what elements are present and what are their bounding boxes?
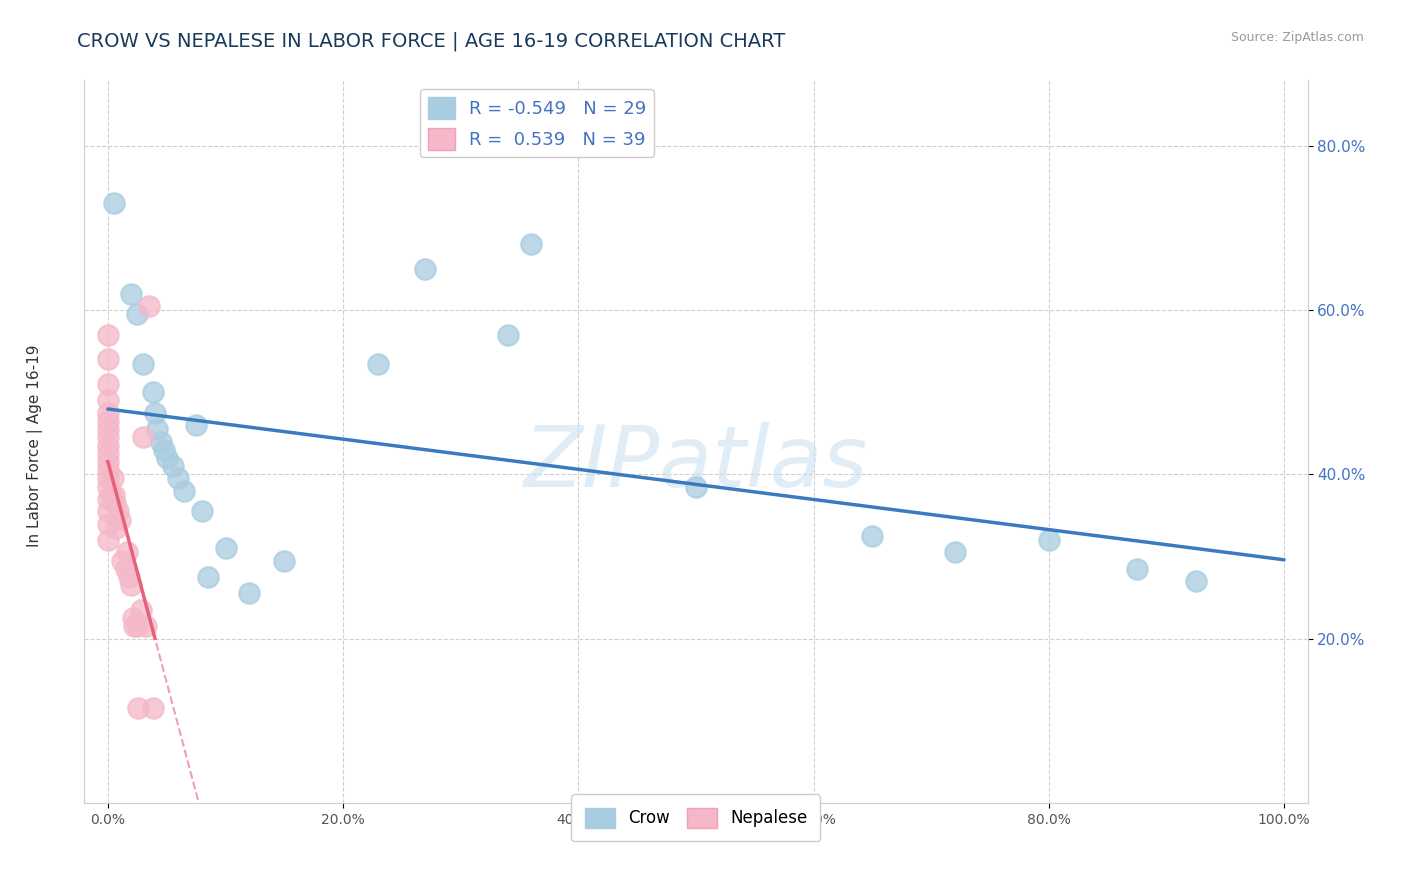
Point [97, 422, 120, 436]
Point [149, 434, 172, 449]
Point [100, 488, 122, 502]
Point [97, 406, 120, 420]
Point [135, 619, 157, 633]
Point [122, 619, 145, 633]
Point [1185, 574, 1208, 588]
Point [97, 327, 120, 342]
Point [127, 619, 149, 633]
Point [367, 357, 389, 371]
Point [97, 533, 120, 547]
Text: CROW VS NEPALESE IN LABOR FORCE | AGE 16-19 CORRELATION CHART: CROW VS NEPALESE IN LABOR FORCE | AGE 16… [77, 31, 786, 51]
Point [146, 422, 169, 436]
Point [496, 327, 519, 342]
Point [129, 603, 152, 617]
Point [104, 496, 127, 510]
Point [197, 570, 219, 584]
Point [97, 471, 120, 485]
Point [107, 504, 129, 518]
Point [191, 504, 214, 518]
Point [132, 357, 155, 371]
Point [115, 545, 138, 559]
Point [111, 553, 134, 567]
Point [142, 701, 165, 715]
Point [214, 541, 236, 556]
Point [97, 393, 120, 408]
Point [114, 562, 136, 576]
Text: ZIPatlas: ZIPatlas [524, 422, 868, 505]
Point [103, 488, 125, 502]
Point [1126, 562, 1149, 576]
Point [685, 480, 707, 494]
Point [121, 611, 143, 625]
Point [273, 553, 295, 567]
Point [138, 299, 160, 313]
Point [97, 504, 120, 518]
Point [97, 430, 120, 444]
Point [120, 286, 142, 301]
Point [943, 545, 966, 559]
Point [97, 516, 120, 531]
Point [108, 512, 131, 526]
Point [97, 491, 120, 506]
Point [415, 262, 437, 277]
Point [105, 521, 128, 535]
Point [120, 578, 142, 592]
Point [97, 455, 120, 469]
Point [860, 529, 883, 543]
Point [132, 430, 155, 444]
Point [162, 459, 184, 474]
Point [127, 701, 149, 715]
Point [173, 483, 195, 498]
Point [97, 377, 120, 392]
Point [103, 196, 125, 211]
Legend: Crow, Nepalese: Crow, Nepalese [571, 795, 821, 841]
Point [127, 307, 149, 321]
Point [143, 406, 166, 420]
Point [184, 418, 207, 433]
Point [101, 471, 124, 485]
Point [97, 480, 120, 494]
Point [118, 570, 141, 584]
Point [156, 450, 179, 465]
Point [167, 471, 190, 485]
Point [238, 586, 260, 600]
Point [97, 352, 120, 367]
Point [153, 442, 176, 457]
Point [97, 439, 120, 453]
Point [520, 237, 543, 252]
Point [1038, 533, 1060, 547]
Point [142, 385, 165, 400]
Text: In Labor Force | Age 16-19: In Labor Force | Age 16-19 [27, 344, 44, 548]
Point [97, 447, 120, 461]
Point [97, 463, 120, 477]
Point [97, 414, 120, 428]
Text: Source: ZipAtlas.com: Source: ZipAtlas.com [1230, 31, 1364, 45]
